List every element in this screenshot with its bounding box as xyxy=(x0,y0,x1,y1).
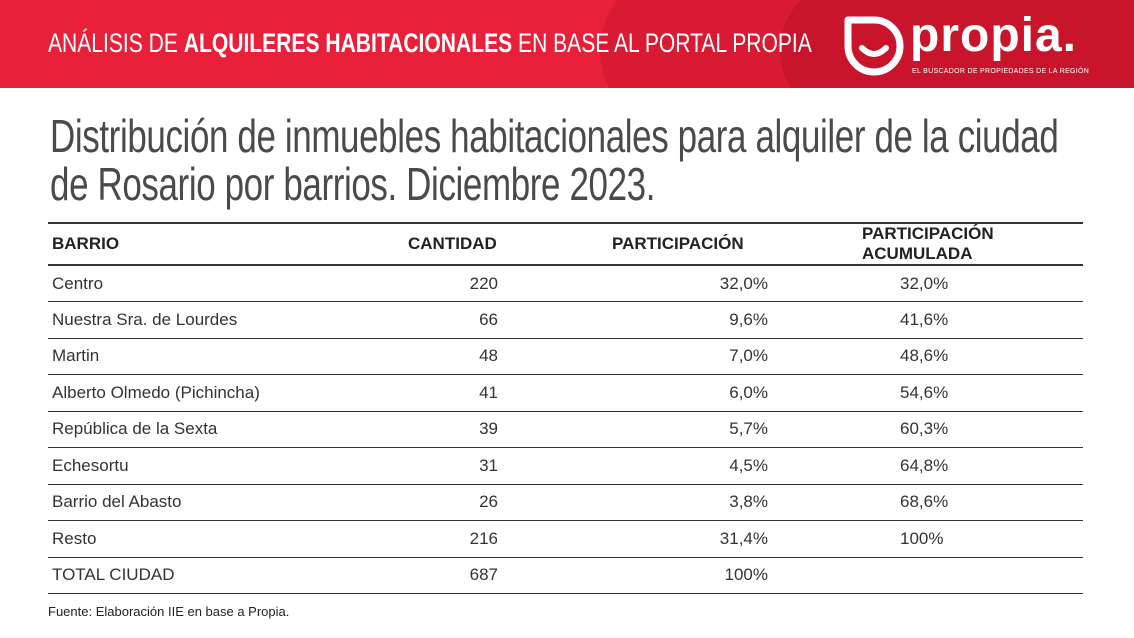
table-header-row: BARRIO CANTIDAD PARTICIPACIÓN PARTICIPAC… xyxy=(48,222,1083,266)
column-header-cantidad: CANTIDAD xyxy=(382,222,558,266)
banner-shape xyxy=(780,0,1134,88)
data-table: BARRIO CANTIDAD PARTICIPACIÓN PARTICIPAC… xyxy=(48,222,1083,594)
cell-cantidad: 48 xyxy=(382,338,558,375)
propia-logo: propia. EL BUSCADOR DE PROPIEDADES DE LA… xyxy=(842,9,1102,82)
table-row: Martin 48 7,0% 48,6% xyxy=(48,338,1083,375)
cell-cantidad: 216 xyxy=(382,520,558,558)
cell-acumulada: 60,3% xyxy=(812,411,1083,448)
cell-barrio: Resto xyxy=(48,520,382,558)
page-title: Distribución de inmuebles habitacionales… xyxy=(50,110,1059,210)
cell-participacion: 32,0% xyxy=(558,265,812,302)
logo-tagline: EL BUSCADOR DE PROPIEDADES DE LA REGIÓN xyxy=(912,68,1090,75)
column-header-participacion-acumulada: PARTICIPACIÓN ACUMULADA xyxy=(812,222,1083,266)
cell-acumulada: 64,8% xyxy=(812,447,1083,485)
cell-barrio: Echesortu xyxy=(48,447,382,485)
cell-acumulada: 41,6% xyxy=(812,301,1083,339)
table-row: Resto 216 31,4% 100% xyxy=(48,520,1083,558)
cell-cantidad: 220 xyxy=(382,265,558,302)
cell-barrio: Centro xyxy=(48,265,382,302)
table-row: Centro 220 32,0% 32,0% xyxy=(48,265,1083,302)
cell-participacion: 7,0% xyxy=(558,338,812,375)
cell-cantidad: 687 xyxy=(382,557,558,594)
logo-wordmark: propia. xyxy=(910,9,1078,62)
cell-barrio: TOTAL CIUDAD xyxy=(48,557,382,594)
banner-title: ANÁLISIS DE ALQUILERES HABITACIONALES EN… xyxy=(48,28,812,59)
column-header-participacion: PARTICIPACIÓN xyxy=(558,222,812,266)
cell-participacion: 100% xyxy=(558,557,812,594)
cell-acumulada: 68,6% xyxy=(812,484,1083,521)
cell-participacion: 6,0% xyxy=(558,374,812,412)
banner-suffix: EN BASE AL PORTAL PROPIA xyxy=(512,28,812,58)
cell-acumulada: 54,6% xyxy=(812,374,1083,412)
cell-barrio: República de la Sexta xyxy=(48,411,382,448)
cell-participacion: 31,4% xyxy=(558,520,812,558)
cell-participacion: 4,5% xyxy=(558,447,812,485)
cell-cantidad: 31 xyxy=(382,447,558,485)
cell-participacion: 9,6% xyxy=(558,301,812,339)
cell-participacion: 3,8% xyxy=(558,484,812,521)
cell-acumulada: 100% xyxy=(812,520,1083,558)
banner-bold: ALQUILERES HABITACIONALES xyxy=(183,28,513,58)
cell-barrio: Nuestra Sra. de Lourdes xyxy=(48,301,382,339)
smile-icon xyxy=(844,16,904,76)
cell-cantidad: 41 xyxy=(382,374,558,412)
cell-acumulada xyxy=(812,557,1083,594)
table-row: República de la Sexta 39 5,7% 60,3% xyxy=(48,411,1083,448)
header-banner: ANÁLISIS DE ALQUILERES HABITACIONALES EN… xyxy=(0,0,1134,88)
cell-cantidad: 66 xyxy=(382,301,558,339)
source-note: Fuente: Elaboración IIE en base a Propia… xyxy=(48,604,290,619)
table-row: Nuestra Sra. de Lourdes 66 9,6% 41,6% xyxy=(48,301,1083,339)
column-header-barrio: BARRIO xyxy=(48,222,382,266)
table-row: Alberto Olmedo (Pichincha) 41 6,0% 54,6% xyxy=(48,374,1083,412)
cell-barrio: Martin xyxy=(48,338,382,375)
cell-participacion: 5,7% xyxy=(558,411,812,448)
banner-prefix: ANÁLISIS DE xyxy=(48,28,184,58)
cell-barrio: Barrio del Abasto xyxy=(48,484,382,521)
title-line-1: Distribución de inmuebles habitacionales… xyxy=(50,110,1059,162)
table-row-total: TOTAL CIUDAD 687 100% xyxy=(48,557,1083,594)
cell-cantidad: 26 xyxy=(382,484,558,521)
table-row: Echesortu 31 4,5% 64,8% xyxy=(48,447,1083,485)
cell-acumulada: 48,6% xyxy=(812,338,1083,375)
title-line-2: de Rosario por barrios. Diciembre 2023. xyxy=(50,158,656,210)
cell-acumulada: 32,0% xyxy=(812,265,1083,302)
cell-barrio: Alberto Olmedo (Pichincha) xyxy=(48,374,382,412)
table-row: Barrio del Abasto 26 3,8% 68,6% xyxy=(48,484,1083,521)
cell-cantidad: 39 xyxy=(382,411,558,448)
